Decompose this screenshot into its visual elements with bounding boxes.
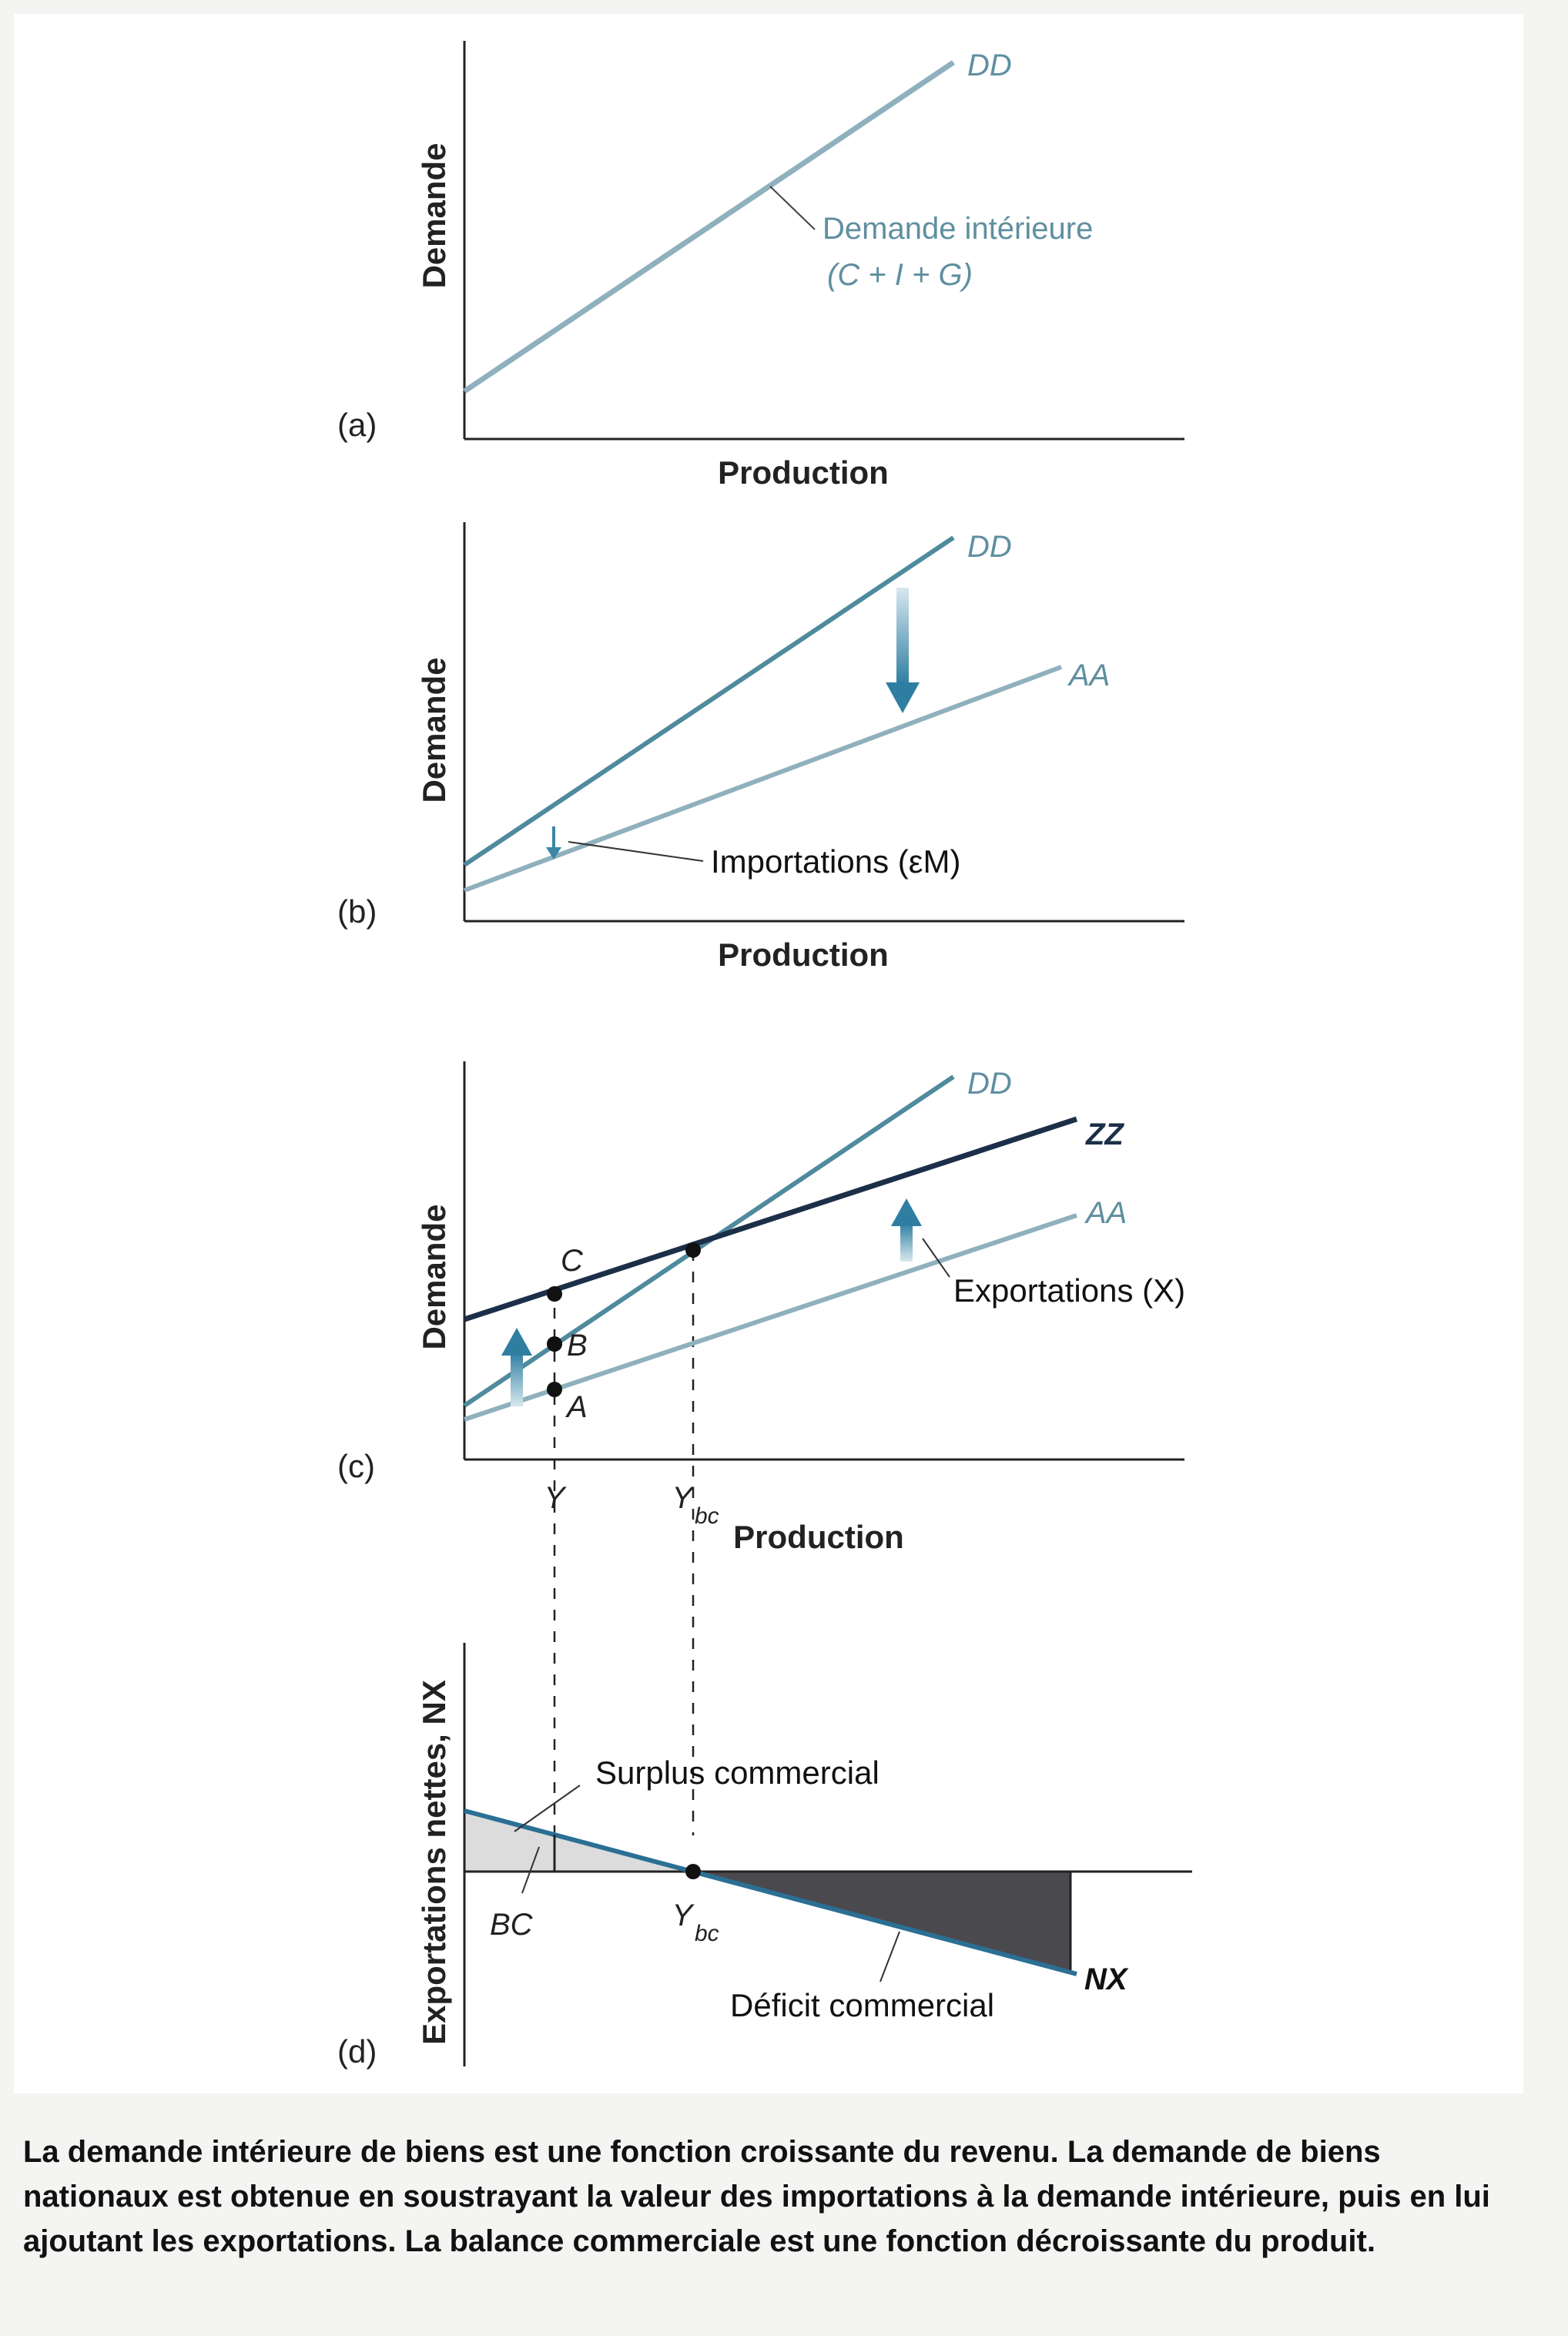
point-a-label: A [565, 1390, 588, 1424]
panel-c-x-label: Production [733, 1519, 904, 1555]
panel-c-big-up-arrow-shaft [900, 1223, 913, 1262]
panel-d-ybc-label: Y [672, 1899, 695, 1932]
panel-a-dd-label: DD [967, 49, 1012, 82]
panel-d-y-label: Exportations nettes, NX [416, 1680, 452, 2045]
tick-ybc-label: Y [672, 1481, 695, 1515]
surplus-leader [514, 1785, 581, 1832]
panel-c-label: (c) [337, 1448, 375, 1484]
nx-curve [464, 1808, 1077, 1976]
panel-c: C B A DD ZZ AA Exportations (X) Y Y bc D… [337, 1061, 1185, 1835]
panel-c-zz-label: ZZ [1085, 1118, 1124, 1151]
panel-b-annotation: Importations (εM) [711, 843, 960, 880]
panel-b-y-label: Demande [416, 657, 452, 803]
panel-a-x-label: Production [718, 454, 889, 491]
figure-panel: DD Demande intérieure (C + I + G) Demand… [14, 14, 1523, 2093]
panel-c-dd-label: DD [967, 1067, 1012, 1101]
panel-c-aa-curve [464, 1213, 1077, 1422]
panel-b-x-label: Production [718, 937, 889, 973]
panel-c-small-up-arrow-shaft [511, 1352, 523, 1406]
point-b-label: B [567, 1329, 588, 1362]
panel-b-dd-label: DD [967, 530, 1012, 564]
panel-b-annotation-leader [568, 841, 704, 862]
panel-b-aa-curve [463, 665, 1063, 893]
bc-leader [521, 1846, 540, 1894]
figure-diagram: DD Demande intérieure (C + I + G) Demand… [337, 41, 1192, 2070]
panel-d-ybc-subscript: bc [695, 1921, 719, 1946]
tick-y-label: Y [544, 1481, 568, 1515]
panel-a-label: (a) [337, 407, 377, 443]
panel-c-big-up-arrow-head [891, 1198, 922, 1226]
panel-b: DD AA Importations (εM) Demande Producti… [337, 522, 1184, 973]
figure-caption: La demande intérieure de biens est une f… [23, 2135, 1490, 2258]
bc-label: BC [490, 1908, 534, 1942]
panel-d-label: (d) [337, 2033, 377, 2070]
point-c-label: C [561, 1244, 584, 1278]
panel-a-dd-curve [463, 60, 955, 394]
panel-c-annotation: Exportations (X) [953, 1272, 1185, 1309]
panel-a: DD Demande intérieure (C + I + G) Demand… [337, 41, 1184, 491]
panel-c-annotation-leader [922, 1238, 950, 1278]
panel-b-shift-arrow-head [886, 682, 920, 713]
deficit-leader [879, 1931, 900, 1982]
panel-b-shift-arrow-shaft [896, 588, 909, 684]
nx-label: NX [1084, 1962, 1129, 1996]
panel-c-y-label: Demande [416, 1204, 452, 1349]
panel-c-small-up-arrow-head [501, 1328, 532, 1356]
point-c-marker [547, 1286, 562, 1302]
surplus-label: Surplus commercial [595, 1755, 879, 1791]
panel-b-label: (b) [337, 893, 377, 930]
equilibrium-point-marker [685, 1242, 701, 1258]
panel-b-dd-curve [463, 535, 955, 867]
panel-c-zz-curve [463, 1116, 1078, 1322]
panel-a-annotation-line2: (C + I + G) [827, 258, 973, 292]
panel-a-annotation-leader [769, 186, 816, 230]
panel-d: Surplus commercial Déficit commercial BC… [337, 1643, 1192, 2070]
panel-b-small-arrow-head [546, 847, 561, 860]
panel-a-y-label: Demande [416, 142, 452, 288]
tick-ybc-subscript: bc [695, 1503, 719, 1529]
nx-zero-point-marker [685, 1864, 701, 1879]
point-b-marker [547, 1336, 562, 1352]
panel-a-annotation-line1: Demande intérieure [823, 212, 1093, 246]
panel-c-aa-label: AA [1084, 1196, 1127, 1230]
panel-b-aa-label: AA [1067, 659, 1110, 692]
deficit-label: Déficit commercial [730, 1987, 994, 2023]
point-a-marker [547, 1382, 562, 1397]
